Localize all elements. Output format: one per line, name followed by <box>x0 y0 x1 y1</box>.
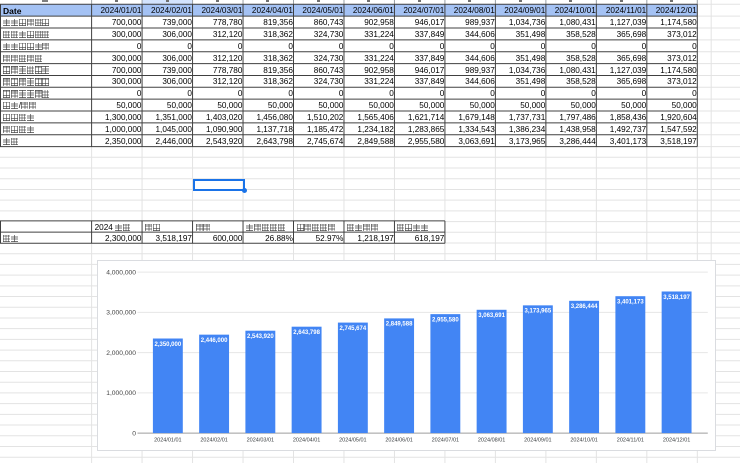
svg-text:2024/07/01: 2024/07/01 <box>432 437 460 443</box>
svg-text:2024/03/01: 2024/03/01 <box>247 437 275 443</box>
svg-text:2024/09/01: 2024/09/01 <box>524 437 552 443</box>
svg-text:3,000,000: 3,000,000 <box>106 309 136 316</box>
svg-text:2,000,000: 2,000,000 <box>106 349 136 356</box>
svg-text:0: 0 <box>132 430 136 437</box>
svg-text:3,401,173: 3,401,173 <box>617 299 644 305</box>
svg-text:2024/01/01: 2024/01/01 <box>154 437 182 443</box>
svg-text:2,350,000: 2,350,000 <box>155 341 182 347</box>
svg-text:2024/12/01: 2024/12/01 <box>663 437 691 443</box>
svg-text:2024/06/01: 2024/06/01 <box>386 437 414 443</box>
svg-text:3,173,965: 3,173,965 <box>525 308 552 314</box>
svg-text:3,286,444: 3,286,444 <box>571 304 598 310</box>
svg-text:2,446,000: 2,446,000 <box>201 338 228 344</box>
svg-text:2,745,674: 2,745,674 <box>340 326 367 332</box>
svg-text:4,000,000: 4,000,000 <box>106 269 136 276</box>
svg-text:2,849,588: 2,849,588 <box>386 321 413 327</box>
svg-text:2024/02/01: 2024/02/01 <box>201 437 229 443</box>
svg-text:2024/04/01: 2024/04/01 <box>293 437 321 443</box>
svg-text:2,543,920: 2,543,920 <box>247 334 274 340</box>
svg-text:2,955,580: 2,955,580 <box>432 317 459 323</box>
svg-text:2024/11/01: 2024/11/01 <box>617 437 644 443</box>
svg-text:3,063,691: 3,063,691 <box>478 313 505 319</box>
svg-text:3,518,197: 3,518,197 <box>663 294 690 300</box>
svg-text:2,643,798: 2,643,798 <box>293 330 320 336</box>
svg-text:2024/08/01: 2024/08/01 <box>478 437 506 443</box>
svg-text:2024/05/01: 2024/05/01 <box>339 437 367 443</box>
svg-text:2024/10/01: 2024/10/01 <box>571 437 599 443</box>
svg-text:1,000,000: 1,000,000 <box>106 390 136 397</box>
